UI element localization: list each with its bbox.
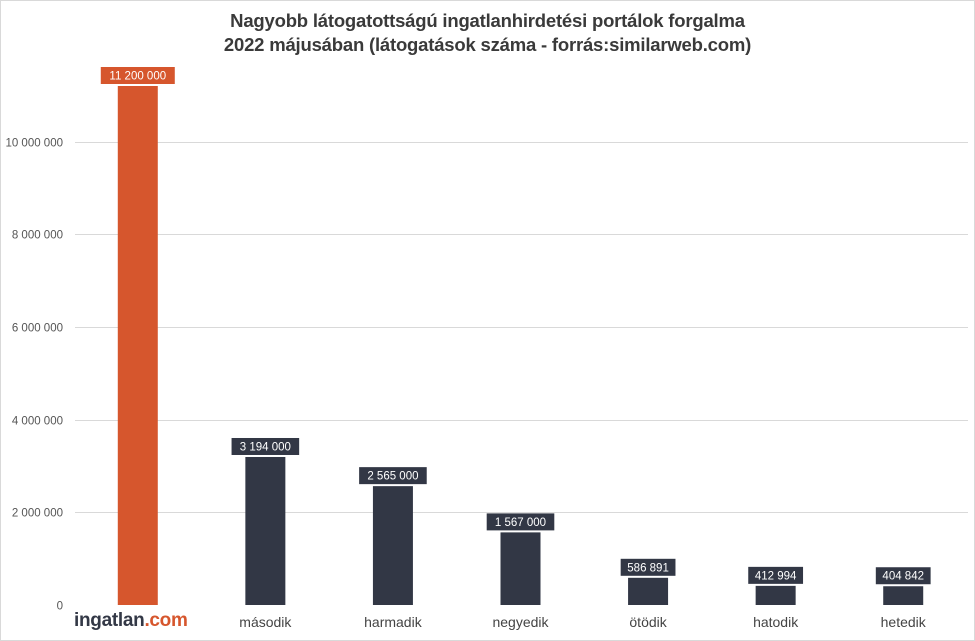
data-label: 11 200 000 [109, 71, 166, 83]
data-label: 3 194 000 [240, 441, 291, 453]
bar [500, 532, 541, 605]
x-tick-label: második [239, 614, 292, 630]
chart-title: Nagyobb látogatottságú ingatlanhirdetési… [230, 10, 745, 31]
bar [628, 577, 669, 605]
chart-subtitle: 2022 májusában (látogatások száma - forr… [223, 34, 752, 55]
data-label-box [100, 67, 175, 84]
data-label: 1 567 000 [495, 517, 546, 529]
x-tick-label: ötödik [629, 614, 667, 630]
data-label-box [486, 513, 555, 531]
data-label: 586 891 [627, 562, 669, 574]
gridlines [75, 142, 968, 513]
y-tick-label: 0 [57, 601, 63, 613]
x-tick-label: hatodik [753, 614, 799, 630]
data-label-box [231, 437, 300, 455]
y-tick-label: 10 000 000 [5, 138, 63, 150]
x-tick-label-logo: ingatlan.com [74, 610, 188, 632]
y-tick-label: 2 000 000 [12, 508, 63, 520]
bar [372, 486, 413, 605]
y-tick-label: 6 000 000 [12, 323, 63, 335]
data-label: 404 842 [882, 571, 924, 583]
data-label-box [620, 558, 676, 576]
data-labels: 11 200 000 3 194 000 2 565 000 1 567 000 586… [100, 67, 931, 585]
bars [117, 86, 924, 605]
x-axis-ticks: második harmadik negyedik ötödik hatodik hete… [239, 614, 926, 630]
bar [117, 86, 158, 605]
bar [245, 456, 286, 605]
data-label-box [875, 567, 931, 585]
logo-part-2: .com [144, 610, 188, 631]
data-label: 2 565 000 [367, 471, 418, 483]
data-label-box [748, 566, 804, 584]
y-tick-label: 4 000 000 [12, 416, 63, 428]
y-tick-label: 8 000 000 [12, 230, 63, 242]
y-axis-ticks: 0 2 000 000 4 000 000 6 000 000 8 000 000 10 … [5, 138, 63, 613]
x-tick-label: negyedik [492, 614, 549, 630]
logo-part-1: ingatlan [74, 610, 145, 631]
data-label: 412 994 [755, 570, 797, 582]
bar [755, 585, 796, 605]
x-tick-label: hetedik [881, 614, 927, 630]
x-tick-label: harmadik [364, 614, 423, 630]
bar [883, 586, 924, 605]
data-label-box [359, 467, 427, 485]
